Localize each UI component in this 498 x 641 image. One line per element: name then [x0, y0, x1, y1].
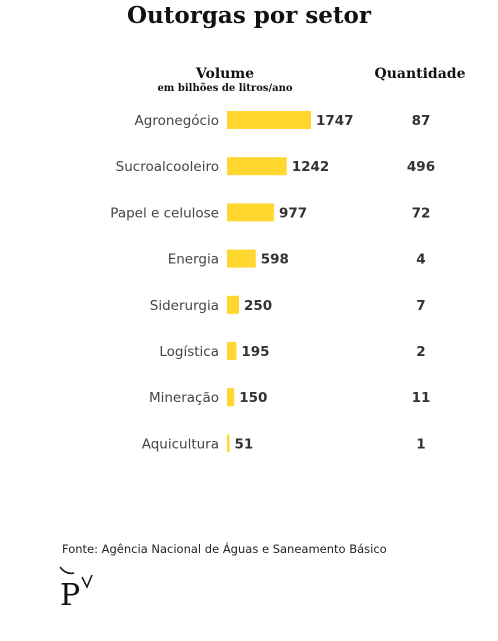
- bar: [227, 388, 235, 407]
- category-label: Energia: [168, 252, 219, 268]
- quantity-value: 87: [412, 113, 431, 129]
- bar: [227, 203, 274, 222]
- bar: [227, 295, 240, 314]
- data-label: 1242: [292, 159, 330, 175]
- data-label: 250: [244, 298, 272, 314]
- volume-header: Volume em bilhões de litros/ano: [130, 66, 320, 94]
- volume-header-label: Volume: [195, 66, 255, 82]
- category-label: Agronegócio: [135, 113, 219, 129]
- category-label: Logística: [159, 344, 219, 360]
- quantity-value: 11: [412, 390, 431, 406]
- bar: [227, 342, 237, 360]
- category-label: Siderurgia: [150, 298, 219, 314]
- bar: [227, 434, 230, 453]
- quantity-value: 2: [416, 344, 425, 360]
- quantity-value: 1: [416, 436, 425, 452]
- data-label: 195: [241, 344, 269, 360]
- source-note: Fonte: Agência Nacional de Águas e Sanea…: [62, 542, 387, 556]
- category-label: Mineração: [149, 390, 219, 406]
- data-label: 977: [279, 205, 307, 221]
- quantity-value: 4: [416, 252, 425, 268]
- data-label: 1747: [316, 113, 354, 129]
- data-label: 51: [234, 436, 253, 452]
- quantity-header: Quantidade: [374, 66, 466, 82]
- bar: [227, 111, 311, 129]
- data-label: 150: [239, 390, 267, 406]
- volume-header-unit: em bilhões de litros/ano: [157, 83, 293, 94]
- bar: [227, 249, 256, 268]
- publisher-logo-icon: P: [59, 566, 93, 613]
- quantity-value: 7: [416, 298, 425, 314]
- bar-chart: Agronegócio 1747 87 Sucroalcooleiro 1242 496 P…: [110, 111, 435, 453]
- chart-title: Outorgas por setor: [127, 2, 371, 29]
- svg-text:P: P: [60, 578, 80, 613]
- bar: [227, 157, 287, 176]
- data-label: 598: [261, 252, 289, 268]
- quantity-value: 72: [412, 205, 431, 221]
- quantity-value: 496: [407, 159, 435, 175]
- category-label: Papel e celulose: [110, 205, 219, 221]
- category-label: Sucroalcooleiro: [116, 159, 219, 175]
- category-label: Aquicultura: [142, 436, 219, 452]
